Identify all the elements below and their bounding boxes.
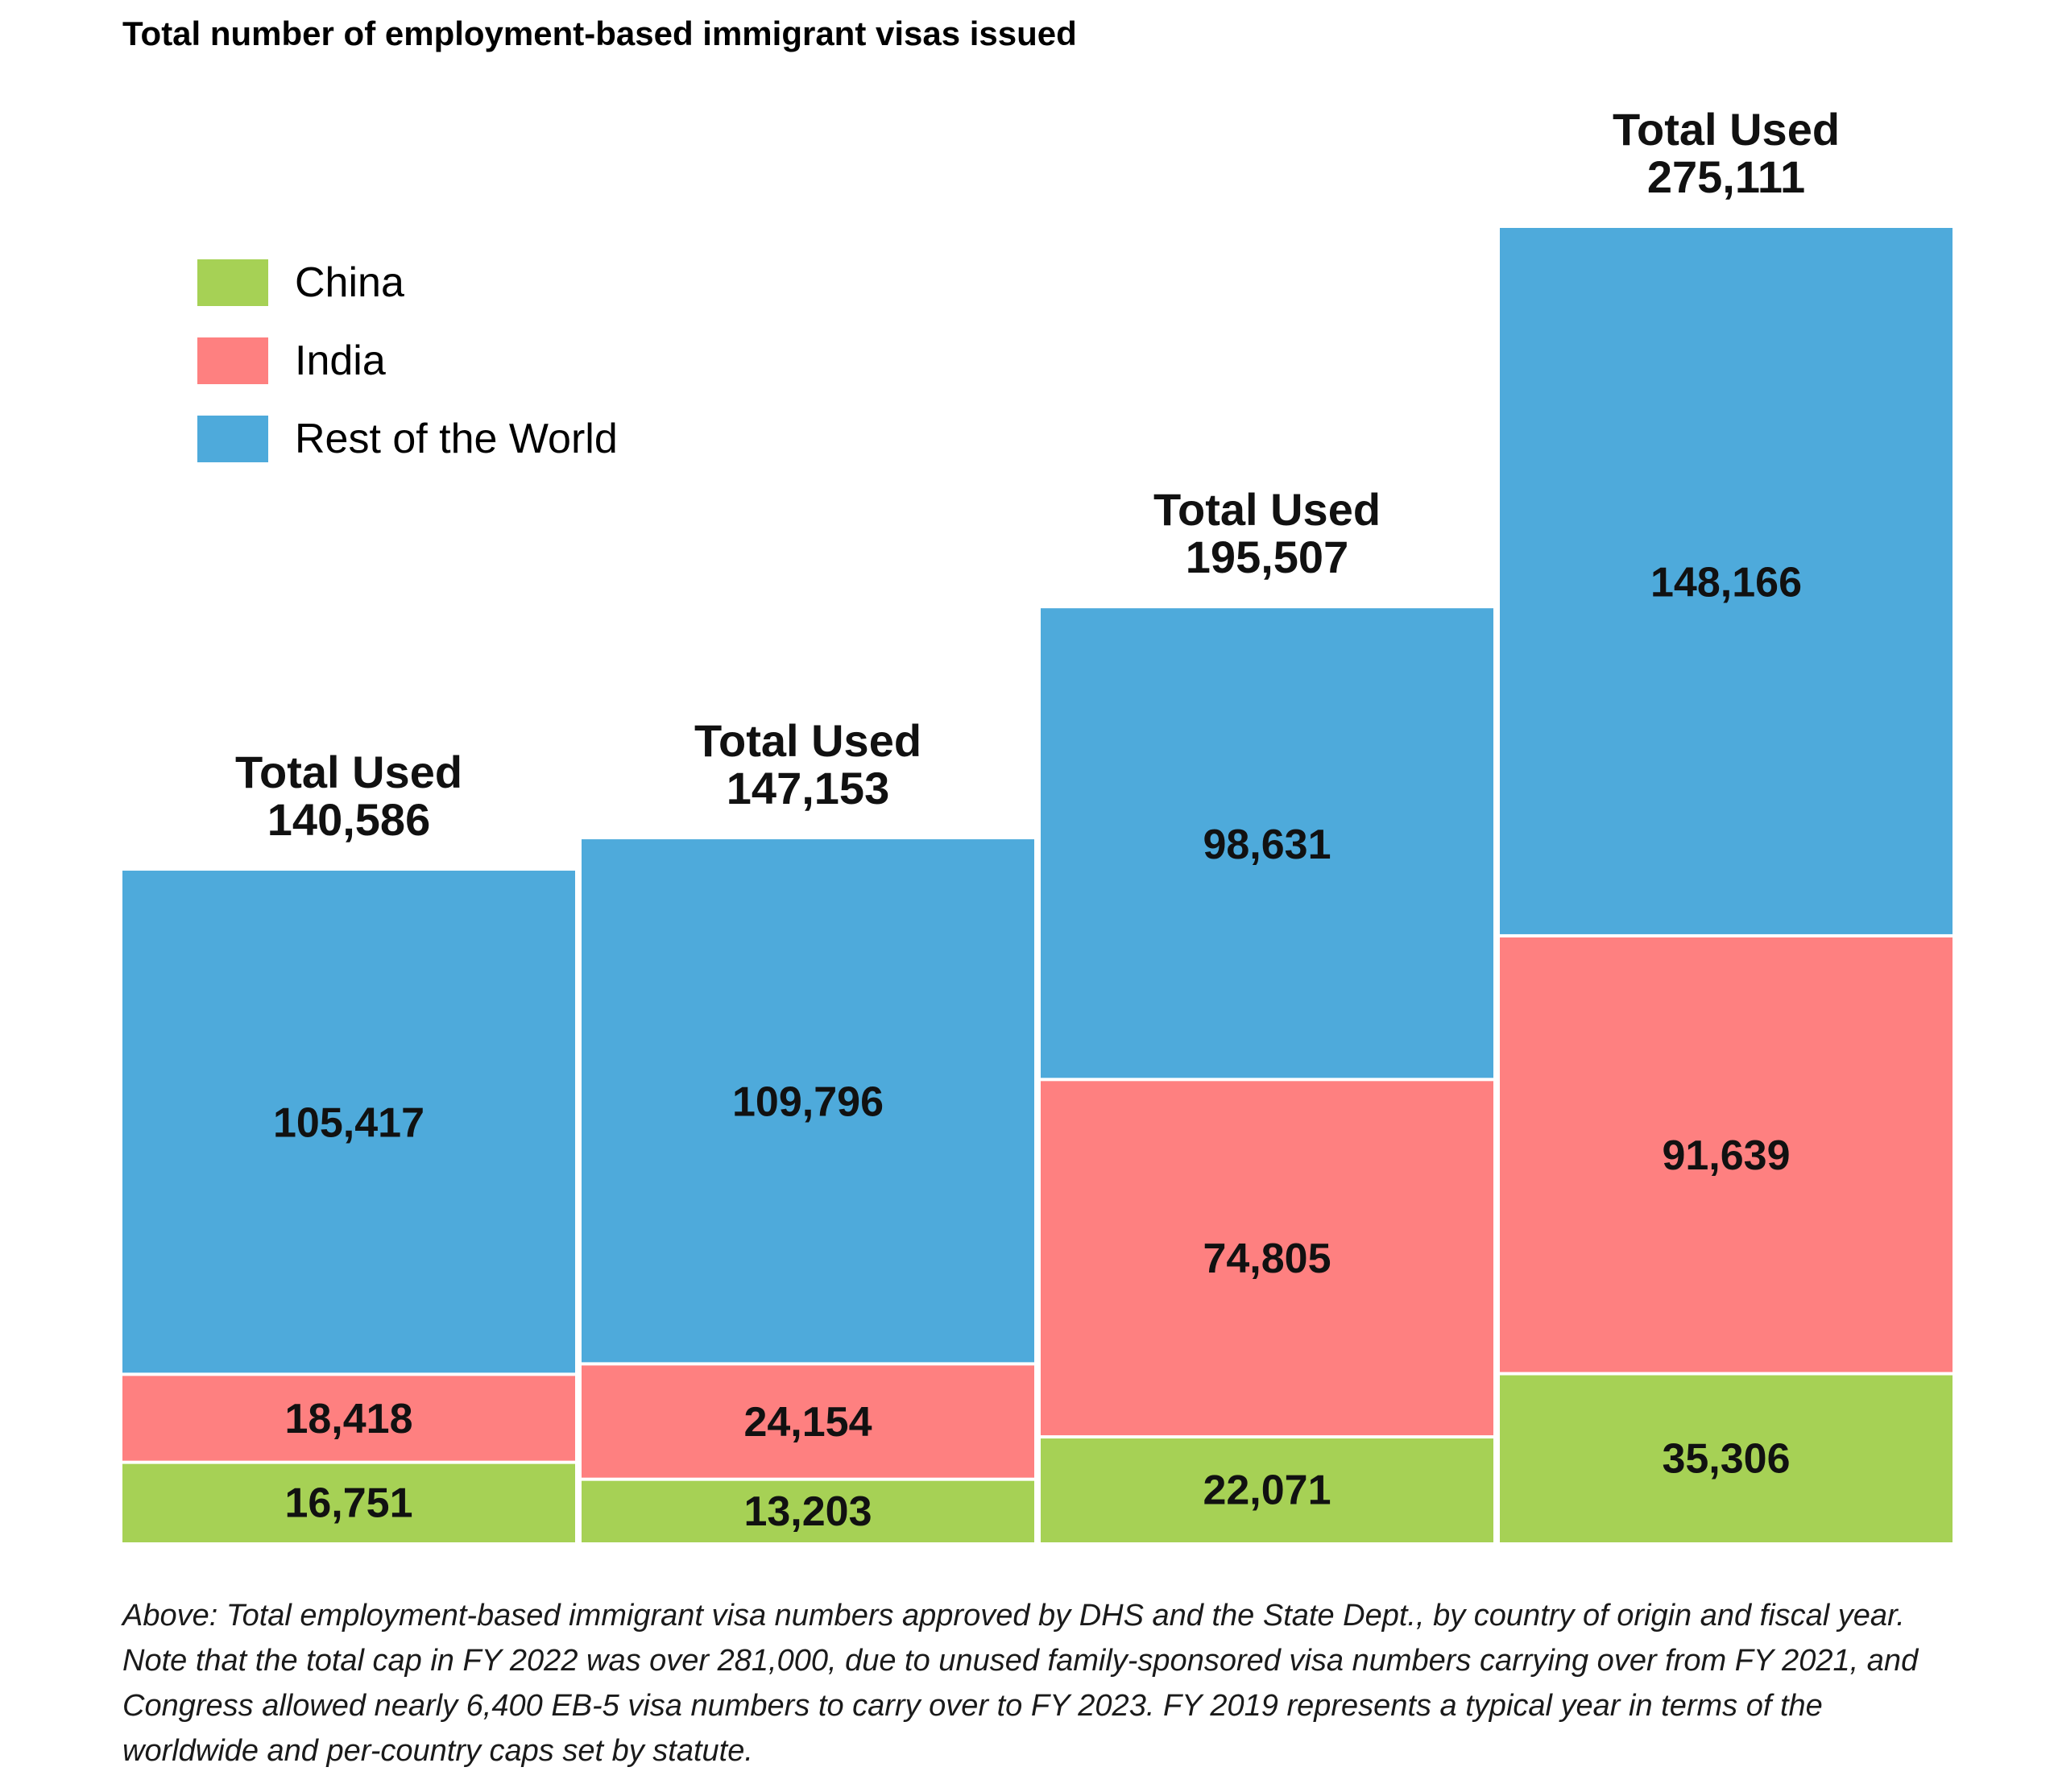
legend-label-india: India <box>295 337 386 384</box>
segment-divider <box>1041 1078 1493 1082</box>
bar-segment-china-4 <box>1500 1373 1953 1542</box>
data-label-rest-of-the-world-3: 98,631 <box>1203 822 1331 868</box>
total-used-label-4: Total Used <box>1613 104 1840 155</box>
data-label-rest-of-the-world-1: 105,417 <box>273 1100 424 1147</box>
bar-segment-india-2 <box>582 1364 1034 1480</box>
segment-divider <box>122 1460 575 1464</box>
segment-divider <box>1041 1435 1493 1439</box>
segment-divider <box>122 1372 575 1376</box>
chart-caption: Above: Total employment-based immigrant … <box>122 1593 1943 1773</box>
data-label-india-1: 18,418 <box>284 1396 412 1442</box>
total-used-label-2: Total Used <box>694 715 921 766</box>
legend-label-china: China <box>295 259 404 306</box>
data-label-india-3: 74,805 <box>1203 1235 1331 1282</box>
legend-swatch-china <box>197 259 268 306</box>
bar-segment-india-4 <box>1500 935 1953 1374</box>
data-label-rest-of-the-world-2: 109,796 <box>732 1079 884 1126</box>
data-label-rest-of-the-world-4: 148,166 <box>1650 559 1802 606</box>
data-label-china-1: 16,751 <box>284 1480 412 1526</box>
data-label-india-2: 24,154 <box>743 1399 872 1446</box>
segment-divider <box>582 1362 1034 1366</box>
segment-divider <box>1500 933 1953 937</box>
legend: China India Rest of the World <box>197 259 618 494</box>
bar-segment-china-2 <box>582 1479 1034 1542</box>
bar-segment-india-3 <box>1041 1079 1493 1438</box>
legend-swatch-rest-of-world <box>197 416 268 462</box>
segment-divider <box>582 1477 1034 1481</box>
total-used-value-1: 140,586 <box>267 794 430 845</box>
total-used-value-2: 147,153 <box>727 763 889 813</box>
bar-segment-rest-of-the-world-4 <box>1500 228 1953 936</box>
caption-text: Above: Total employment-based immigrant … <box>122 1599 1919 1768</box>
bar-segment-rest-of-the-world-1 <box>122 871 575 1375</box>
legend-item-china: China <box>197 259 618 306</box>
bar-segment-rest-of-the-world-3 <box>1041 608 1493 1080</box>
data-label-china-4: 35,306 <box>1662 1435 1790 1482</box>
bar-segment-china-3 <box>1041 1437 1493 1542</box>
legend-label-rest-of-world: Rest of the World <box>295 416 618 462</box>
legend-item-india: India <box>197 337 618 384</box>
legend-item-rest-of-world: Rest of the World <box>197 416 618 462</box>
bar-segment-india-1 <box>122 1374 575 1463</box>
segment-divider <box>1500 1372 1953 1376</box>
bar-segment-rest-of-the-world-2 <box>582 839 1034 1364</box>
chart-title: Total number of employment-based immigra… <box>122 14 1077 52</box>
total-used-label-1: Total Used <box>235 747 462 797</box>
bar-segment-china-1 <box>122 1462 575 1542</box>
total-used-value-4: 275,111 <box>1647 151 1805 202</box>
data-label-china-2: 13,203 <box>743 1488 872 1535</box>
total-used-label-3: Total Used <box>1153 484 1381 535</box>
data-label-china-3: 22,071 <box>1203 1467 1331 1514</box>
total-used-value-3: 195,507 <box>1186 532 1348 582</box>
legend-swatch-india <box>197 337 268 384</box>
data-label-india-4: 91,639 <box>1662 1132 1790 1179</box>
